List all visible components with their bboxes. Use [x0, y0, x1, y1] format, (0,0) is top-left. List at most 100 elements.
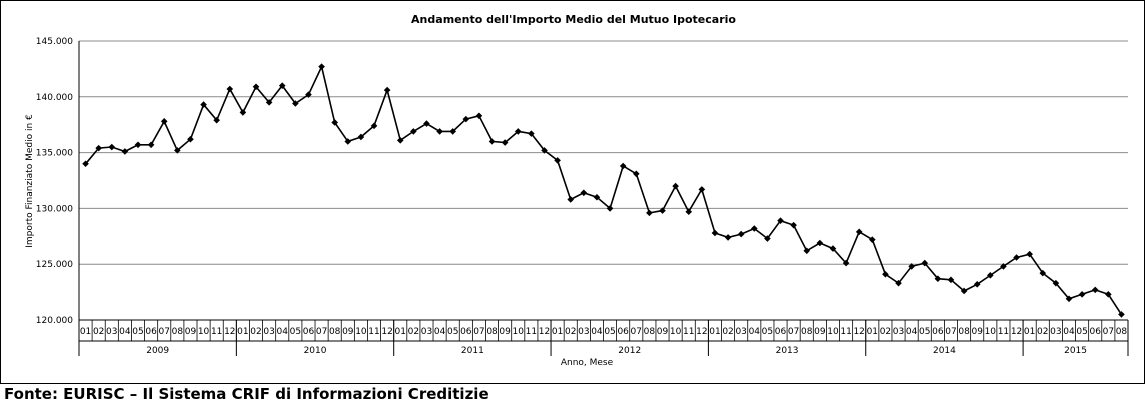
x-month-label: 01: [80, 327, 91, 337]
x-month-label: 01: [867, 327, 878, 337]
x-month-label: 03: [263, 327, 274, 337]
data-point-marker: [318, 63, 325, 70]
data-point-marker: [606, 205, 614, 212]
x-month-label: 02: [250, 327, 261, 337]
series-line: [84, 64, 1123, 315]
data-point-marker: [724, 234, 732, 241]
data-point-marker: [619, 162, 627, 170]
x-month-label: 10: [670, 327, 682, 337]
data-point-marker: [174, 147, 181, 154]
y-tick-label: 125.000: [36, 260, 73, 270]
data-point-marker: [855, 228, 863, 236]
x-year-label: 2013: [776, 346, 799, 356]
data-point-marker: [239, 109, 247, 116]
data-point-marker: [410, 128, 417, 135]
x-month-label: 05: [604, 327, 615, 337]
data-point-marker: [265, 99, 273, 106]
y-axis-label-text: Importo Finanziato Medio in €: [25, 114, 35, 248]
x-month-label: 06: [303, 327, 315, 337]
x-month-label: 12: [696, 327, 707, 337]
data-point-marker: [567, 196, 575, 203]
x-month-label: 04: [1063, 327, 1075, 337]
data-point-marker: [331, 119, 338, 126]
data-point-marker: [292, 100, 299, 107]
data-point-marker: [593, 193, 601, 201]
x-month-label: 12: [1011, 327, 1022, 337]
x-month-label: 11: [998, 327, 1009, 337]
data-point-marker: [383, 86, 391, 94]
data-point-marker: [842, 259, 850, 267]
x-month-label: 05: [132, 327, 143, 337]
data-point-marker: [1065, 295, 1073, 303]
data-point-marker: [908, 263, 915, 270]
x-month-label: 06: [145, 327, 157, 337]
data-point-marker: [1026, 250, 1033, 258]
source-note: Fonte: EURISC – Il Sistema CRIF di Infor…: [4, 385, 489, 403]
x-month-label: 06: [932, 327, 944, 337]
data-point-marker: [501, 139, 509, 146]
data-point-marker: [580, 189, 588, 197]
x-month-label: 12: [381, 327, 392, 337]
x-month-label: 03: [106, 327, 117, 337]
x-month-label: 09: [814, 327, 826, 337]
data-point-marker: [777, 217, 784, 224]
data-point-marker: [449, 128, 457, 135]
data-point-marker: [921, 259, 929, 267]
x-month-label: 09: [499, 327, 511, 337]
data-point-marker: [1052, 279, 1060, 287]
x-month-label: 04: [277, 327, 289, 337]
data-point-marker: [554, 157, 561, 164]
x-month-label: 04: [749, 327, 761, 337]
data-point-marker: [200, 101, 207, 108]
x-month-label: 05: [762, 327, 773, 337]
data-point-marker: [711, 229, 719, 237]
data-point-marker: [698, 186, 706, 193]
data-point-marker: [659, 207, 666, 214]
x-month-label: 06: [1089, 327, 1101, 337]
data-point-marker: [1013, 254, 1020, 261]
data-point-marker: [737, 230, 745, 238]
data-point-marker: [829, 245, 837, 252]
data-point-marker: [160, 118, 168, 125]
data-point-marker: [764, 235, 771, 242]
data-point-marker: [108, 143, 116, 151]
data-point-marker: [370, 122, 378, 130]
x-month-label: 08: [644, 327, 656, 337]
x-month-label: 05: [447, 327, 458, 337]
x-month-label: 09: [185, 327, 197, 337]
data-point-marker: [357, 133, 365, 141]
x-month-label: 02: [1037, 327, 1048, 337]
x-month-label: 10: [513, 327, 525, 337]
x-month-label: 06: [775, 327, 787, 337]
x-month-label: 06: [460, 327, 472, 337]
data-point-marker: [869, 236, 876, 243]
x-month-label: 02: [408, 327, 419, 337]
data-point-marker: [134, 141, 142, 149]
data-point-marker: [934, 275, 942, 283]
x-month-label: 05: [1076, 327, 1087, 337]
x-month-label: 04: [434, 327, 446, 337]
data-point-marker: [396, 137, 404, 144]
data-point-marker: [685, 208, 693, 216]
data-point-marker: [95, 144, 102, 152]
x-month-label: 09: [342, 327, 354, 337]
data-point-marker: [1078, 291, 1086, 298]
x-month-label: 11: [683, 327, 694, 337]
data-point-marker: [82, 160, 89, 168]
x-month-label: 07: [1103, 327, 1114, 337]
y-tick-label: 140.000: [36, 93, 73, 103]
x-month-label: 03: [578, 327, 589, 337]
data-point-marker: [1091, 286, 1099, 294]
y-tick-label: 120.000: [36, 316, 73, 326]
x-month-label: 11: [368, 327, 379, 337]
x-month-label: 10: [985, 327, 997, 337]
data-point-marker: [790, 221, 797, 229]
x-month-label: 10: [198, 327, 210, 337]
x-month-label: 01: [552, 327, 563, 337]
data-point-marker: [541, 147, 548, 154]
x-month-label: 01: [1024, 327, 1035, 337]
x-month-label: 04: [119, 327, 131, 337]
x-month-label: 04: [591, 327, 603, 337]
x-month-label: 11: [526, 327, 537, 337]
x-month-label: 08: [486, 327, 498, 337]
